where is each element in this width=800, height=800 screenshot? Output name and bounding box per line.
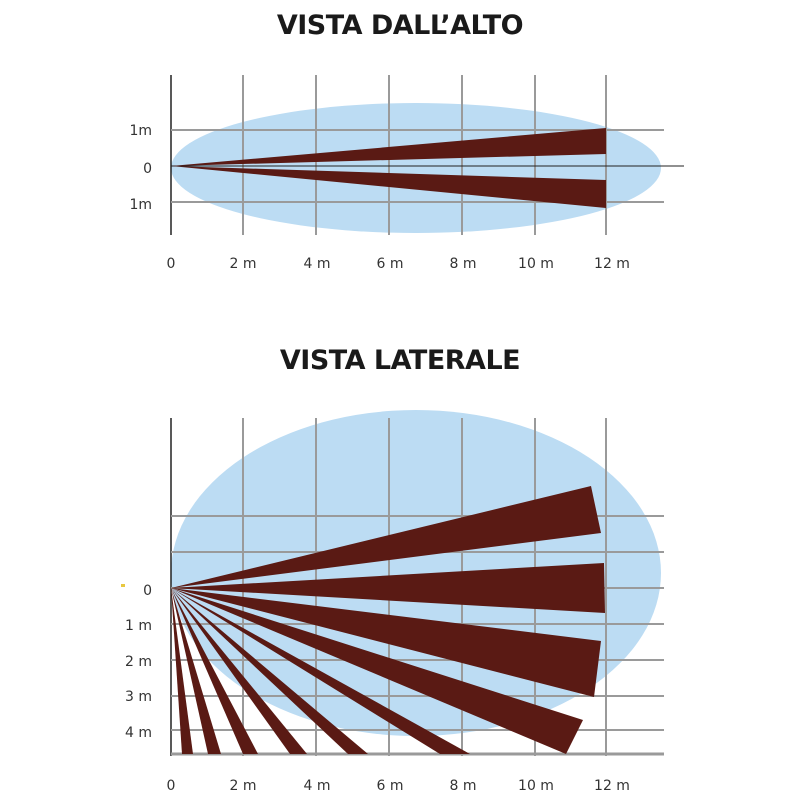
y-tick-label: 0 <box>143 161 152 177</box>
detection-zone <box>171 103 661 233</box>
beam-7 <box>171 588 307 754</box>
sensor-marker <box>121 584 125 587</box>
beam-lower <box>171 166 606 208</box>
beam-3 <box>171 588 601 697</box>
x-tick-label: 4 m <box>304 778 331 794</box>
x-tick-label: 2 m <box>230 778 257 794</box>
x-tick-label: 6 m <box>377 778 404 794</box>
beam-8 <box>171 588 258 754</box>
side-view-diagram: 0 1 m 2 m 3 m 4 m 0 2 m 4 m 6 m 8 m 10 m 12 m <box>121 410 664 794</box>
beam-upper <box>171 128 606 166</box>
x-tick-label: 8 m <box>450 256 477 272</box>
top-view-title: VISTA DALL’ALTO <box>276 10 524 41</box>
y-tick-label: 3 m <box>125 689 152 705</box>
x-tick-label: 0 <box>167 256 176 272</box>
y-tick-label: 2 m <box>125 654 152 670</box>
y-tick-label: 1m <box>129 197 152 213</box>
y-tick-label: 0 <box>143 583 152 599</box>
x-tick-label: 10 m <box>518 256 554 272</box>
beam-2 <box>171 563 605 613</box>
x-tick-label: 10 m <box>518 778 554 794</box>
x-tick-label: 6 m <box>377 256 404 272</box>
y-tick-label: 1 m <box>125 618 152 634</box>
x-tick-label: 8 m <box>450 778 477 794</box>
beam-10 <box>171 588 193 754</box>
beam-4 <box>171 588 583 754</box>
beam-5 <box>171 588 470 754</box>
beam-1 <box>171 486 601 588</box>
x-tick-label: 12 m <box>594 256 630 272</box>
top-view-diagram: 1m 0 1m 0 2 m 4 m 6 m 8 m 10 m 12 m <box>129 75 684 272</box>
x-tick-label: 0 <box>167 778 176 794</box>
y-tick-label: 1m <box>129 123 152 139</box>
side-view-title: VISTA LATERALE <box>279 345 521 376</box>
beam-6 <box>171 588 368 754</box>
y-tick-label: 4 m <box>125 725 152 741</box>
x-tick-label: 12 m <box>594 778 630 794</box>
beam-9 <box>171 588 221 754</box>
x-tick-label: 4 m <box>304 256 331 272</box>
x-tick-label: 2 m <box>230 256 257 272</box>
